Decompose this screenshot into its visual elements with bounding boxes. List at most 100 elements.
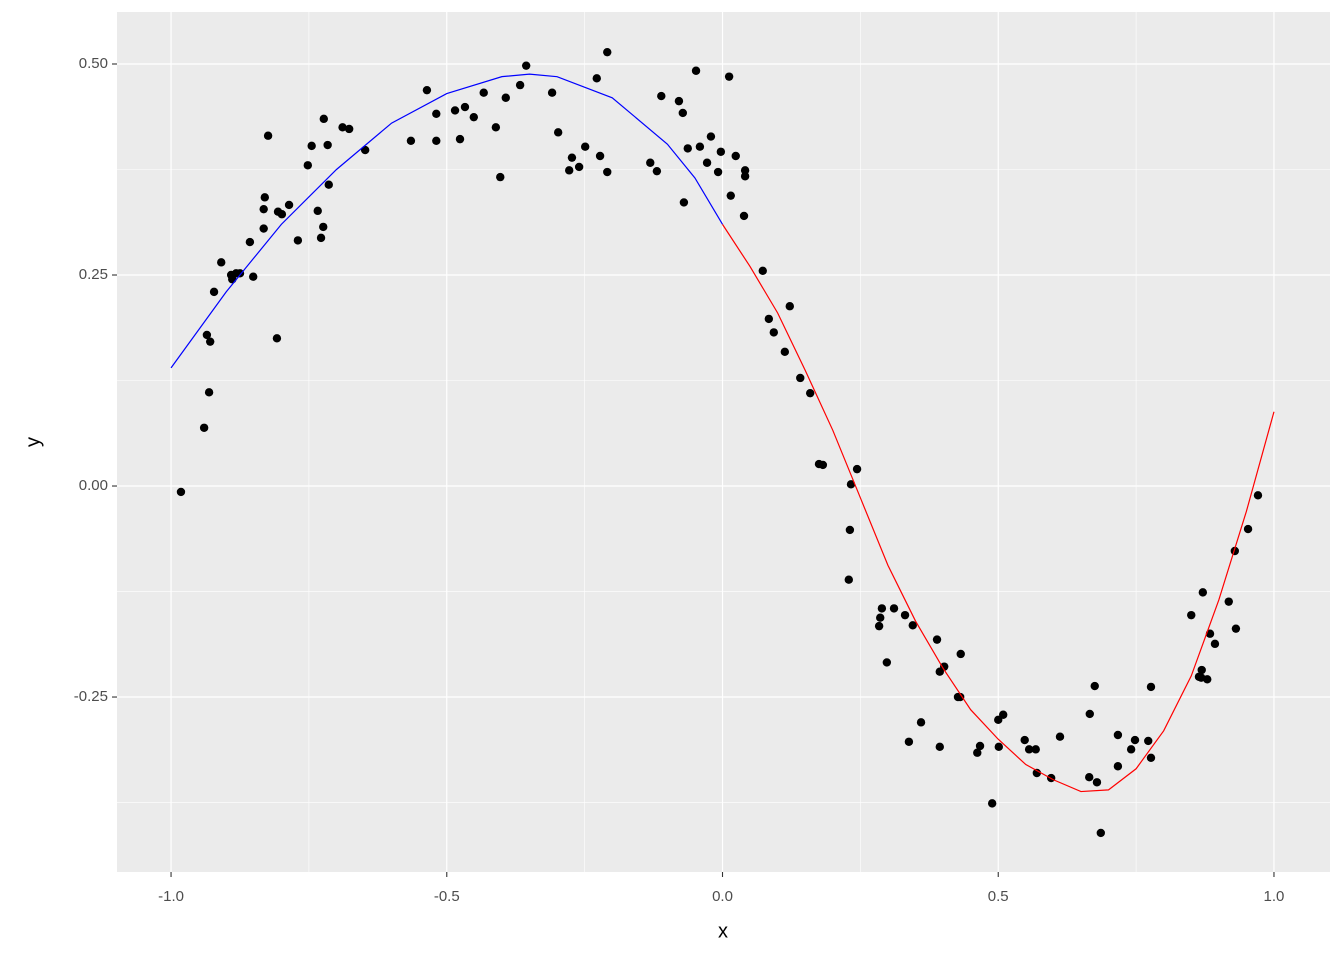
point: [975, 741, 985, 751]
x-tick-label: -0.5: [434, 888, 460, 905]
point: [205, 337, 215, 346]
point: [935, 742, 944, 752]
point: [805, 388, 815, 398]
point: [272, 334, 282, 343]
point: [764, 314, 774, 324]
point: [323, 140, 332, 150]
fit-line: [722, 224, 1275, 793]
point: [939, 662, 949, 671]
point: [1113, 730, 1123, 740]
x-tick-label: 0.0: [712, 888, 733, 905]
point: [1092, 778, 1102, 787]
point: [852, 464, 862, 474]
point: [521, 61, 531, 70]
x-tick-label: -1.0: [158, 888, 184, 905]
point: [1243, 524, 1253, 534]
point: [319, 114, 328, 124]
point: [726, 191, 735, 200]
point: [259, 204, 268, 214]
x-axis-title: x: [718, 920, 728, 942]
point: [284, 200, 294, 210]
point: [724, 72, 734, 81]
point: [1113, 762, 1123, 771]
point: [1210, 639, 1220, 649]
point: [303, 161, 313, 170]
point: [904, 737, 914, 746]
panel: [117, 12, 1330, 872]
point: [706, 132, 716, 141]
point: [1031, 745, 1040, 754]
point: [740, 172, 750, 181]
point: [740, 166, 750, 175]
point: [739, 211, 749, 221]
point: [994, 742, 1003, 752]
point: [683, 144, 692, 153]
point: [780, 347, 790, 357]
point: [260, 193, 269, 202]
point: [916, 718, 926, 727]
point: [785, 302, 794, 311]
point: [307, 141, 316, 151]
point: [209, 287, 219, 297]
point: [889, 604, 899, 613]
point: [657, 91, 666, 101]
point: [324, 180, 333, 189]
point: [1224, 597, 1233, 606]
point: [501, 93, 510, 102]
point: [716, 147, 726, 156]
point: [202, 330, 212, 340]
point: [603, 47, 612, 57]
fit-line: [170, 73, 724, 369]
point: [1085, 773, 1094, 782]
point: [679, 198, 689, 207]
point: [731, 151, 740, 161]
point: [845, 525, 855, 535]
point: [652, 166, 662, 176]
point: [702, 158, 712, 167]
x-tick-label: 1.0: [1264, 888, 1285, 905]
point: [695, 142, 705, 151]
point: [1085, 709, 1094, 719]
point: [882, 658, 892, 667]
point: [565, 166, 574, 175]
point: [1231, 624, 1241, 633]
x-tick-label: 0.5: [988, 888, 1009, 905]
point: [592, 74, 601, 83]
point: [877, 604, 887, 613]
point: [580, 142, 590, 151]
point: [235, 269, 245, 278]
point: [818, 460, 828, 470]
point: [932, 635, 942, 644]
point: [1203, 675, 1212, 684]
point: [432, 109, 441, 118]
point: [263, 131, 273, 140]
y-tick-label: 0.25: [79, 266, 108, 283]
point: [176, 487, 186, 497]
point: [758, 266, 767, 275]
point: [876, 613, 885, 622]
point: [293, 236, 303, 245]
point: [1130, 735, 1140, 745]
point: [316, 233, 326, 243]
point: [956, 649, 965, 659]
point: [1146, 753, 1156, 763]
point: [259, 224, 268, 233]
point: [199, 423, 209, 432]
point: [338, 123, 347, 132]
point: [987, 799, 997, 808]
point: [874, 621, 884, 631]
point: [406, 136, 416, 146]
point: [674, 96, 684, 106]
point: [846, 480, 856, 489]
y-axis-title: y: [22, 437, 44, 447]
point: [360, 145, 370, 155]
point: [691, 66, 701, 75]
point: [1198, 588, 1208, 597]
point: [1055, 732, 1065, 741]
point: [553, 128, 563, 137]
point: [450, 106, 460, 115]
point: [646, 158, 655, 167]
point: [908, 621, 917, 630]
point: [313, 206, 322, 216]
